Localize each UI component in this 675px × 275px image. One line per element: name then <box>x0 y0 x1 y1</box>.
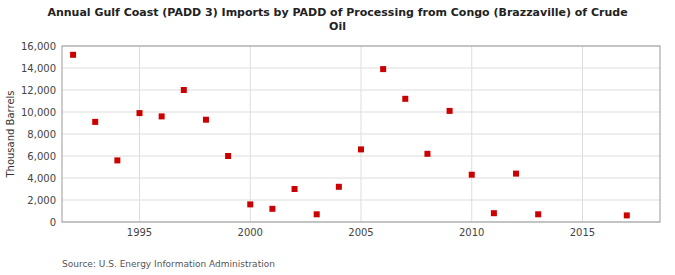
axes: 0 2,000 4,000 6,000 8,000 10,000 12,000 14,000 1… <box>21 41 660 239</box>
grid-line <box>361 46 362 222</box>
point <box>137 110 143 116</box>
point <box>70 52 76 58</box>
grid <box>62 46 660 222</box>
plot-frame <box>62 46 660 222</box>
point <box>181 87 187 93</box>
y-tick-label: 12,000 <box>21 85 56 96</box>
y-axis-label: Thousand Barrels <box>5 90 16 178</box>
point <box>114 157 120 163</box>
grid-line <box>250 46 251 222</box>
point <box>469 172 475 178</box>
point <box>336 184 342 190</box>
x-tick-label: 1995 <box>127 227 152 238</box>
point <box>203 117 209 123</box>
points <box>70 52 630 219</box>
y-tick-label: 6,000 <box>27 151 56 162</box>
y-tick-label: 10,000 <box>21 107 56 118</box>
x-tick-label: 2005 <box>348 227 373 238</box>
title-line: Oil <box>329 20 346 33</box>
title: Annual Gulf Coast (PADD 3) Imports by PA… <box>47 6 627 33</box>
source: Source: U.S. Energy Information Administ… <box>62 259 275 269</box>
y-tick-label: 14,000 <box>21 63 56 74</box>
title-line: Annual Gulf Coast (PADD 3) Imports by PA… <box>47 6 627 19</box>
x-tick-label: 2000 <box>238 227 263 238</box>
y-tick-label: 0 <box>50 217 56 228</box>
point <box>447 108 453 114</box>
point <box>269 206 275 212</box>
point <box>491 210 497 216</box>
point <box>358 146 364 152</box>
x-tick-label: 2015 <box>570 227 595 238</box>
point <box>314 211 320 217</box>
y-tick-label: 8,000 <box>27 129 56 140</box>
point <box>624 212 630 218</box>
point <box>292 186 298 192</box>
point <box>535 211 541 217</box>
x-tick-label: 2010 <box>459 227 484 238</box>
chart: Annual Gulf Coast (PADD 3) Imports by PA… <box>0 0 675 275</box>
point <box>402 96 408 102</box>
y-tick-label: 4,000 <box>27 173 56 184</box>
point <box>92 119 98 125</box>
point <box>513 171 519 177</box>
point <box>247 201 253 207</box>
point <box>225 153 231 159</box>
grid-line <box>471 46 472 222</box>
point <box>380 66 386 72</box>
grid-line <box>582 46 583 222</box>
y-tick-label: 2,000 <box>27 195 56 206</box>
grid-line <box>139 46 140 222</box>
y-tick-label: 16,000 <box>21 41 56 52</box>
point <box>159 113 165 119</box>
point <box>424 151 430 157</box>
